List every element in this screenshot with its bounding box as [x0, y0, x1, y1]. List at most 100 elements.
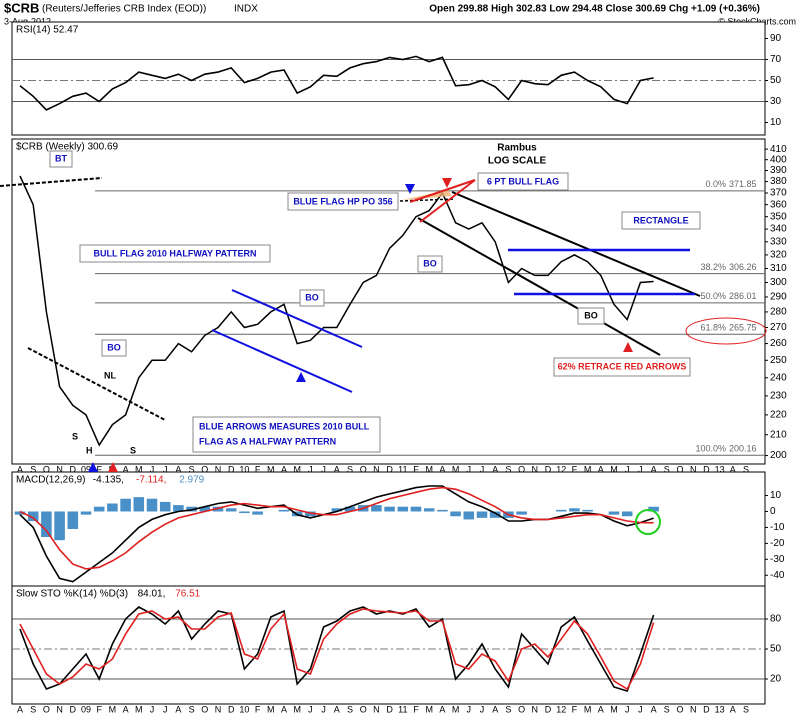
x-tick-label: J	[321, 464, 326, 474]
x-tick-label: S	[347, 464, 353, 474]
histogram-bar	[27, 511, 39, 522]
index-name: (Reuters/Jefferies CRB Index (EOD))	[42, 4, 206, 15]
x-tick-label: F	[255, 704, 261, 714]
x-tick-label: D	[228, 464, 235, 474]
histogram-bar	[14, 511, 26, 515]
y-tick-label: -10	[770, 522, 785, 533]
x-tick-label: A	[730, 704, 736, 714]
x-tick-label: M	[452, 704, 460, 714]
fib-value: 306.26	[729, 262, 757, 272]
x-tick-label: A	[439, 704, 445, 714]
channel-line	[417, 217, 661, 356]
y-tick-label: 220	[770, 410, 787, 421]
label-box	[299, 289, 325, 307]
annotation: FLAG AS A HALFWAY PATTERN	[199, 436, 336, 446]
trend-line	[0, 177, 103, 187]
x-tick-label: O	[201, 464, 208, 474]
x-tick-label: 10	[239, 704, 249, 714]
x-tick-label: A	[439, 464, 445, 474]
x-tick-label: 11	[398, 704, 407, 714]
y-tick-label: 350	[770, 211, 787, 222]
x-tick-label: J	[308, 704, 313, 714]
histogram-bar	[107, 503, 118, 512]
series-line	[19, 608, 655, 691]
y-tick-label: 330	[770, 236, 787, 247]
x-tick-label: 12	[556, 704, 566, 714]
x-tick-label: M	[584, 464, 592, 474]
histogram-bar	[278, 509, 290, 512]
x-tick-label: J	[163, 704, 168, 714]
x-tick-label: D	[70, 704, 77, 714]
x-tick-label: J	[625, 704, 630, 714]
legend-value: 76.51	[175, 589, 200, 600]
x-tick-label: M	[452, 464, 460, 474]
legend-value: 84.01,	[138, 589, 166, 600]
y-tick-label: 240	[770, 372, 787, 383]
annotations: Rambus LOG SCALE BT BO BO BO BO NL S H S…	[0, 143, 767, 535]
x-tick-label: N	[56, 464, 63, 474]
x-tick-label: A	[651, 464, 657, 474]
legend-value: 2.979	[179, 475, 204, 486]
histogram-bar	[199, 506, 211, 512]
y-tick-label: 270	[770, 322, 787, 333]
x-tick-label: N	[215, 464, 222, 474]
histogram-bar	[608, 511, 620, 515]
x-tick-label: 13	[715, 704, 725, 714]
y-tick-label: 380	[770, 176, 787, 187]
y-tick-label: 410	[770, 144, 787, 155]
y-tick-label: 320	[770, 250, 787, 261]
y-tick-label: -40	[770, 570, 785, 581]
x-tick-label: S	[743, 704, 749, 714]
y-tick-label: 20	[770, 674, 782, 685]
x-tick-label: D	[386, 464, 393, 474]
y-tick-label: 10	[770, 490, 782, 501]
x-tick-label: O	[201, 704, 208, 714]
panel	[11, 471, 766, 591]
x-tick-label: 11	[398, 464, 407, 474]
annotation: BO	[584, 310, 598, 320]
histogram-bar	[555, 509, 567, 512]
fib-label: 0.0%	[705, 179, 726, 189]
panel-title: $CRB (Weekly) 300.69	[16, 142, 119, 153]
x-tick-label: F	[255, 464, 261, 474]
arrow	[405, 184, 415, 194]
annotation: BO	[107, 342, 121, 352]
fib-label: 100.0%	[695, 444, 726, 454]
histogram-bar	[67, 511, 79, 530]
x-tick-label: J	[480, 704, 485, 714]
label-box	[49, 150, 73, 168]
annotation: BLUE ARROWS MEASURES 2010 BULL	[199, 421, 370, 431]
histogram-bar	[463, 511, 475, 520]
annotation: 62% RETRACE RED ARROWS	[558, 361, 687, 371]
x-tick-label: N	[373, 464, 380, 474]
fib-label: 38.2%	[700, 262, 726, 272]
histogram-bar	[159, 501, 171, 512]
label-box	[577, 307, 605, 325]
x-tick-label: M	[267, 464, 275, 474]
x-tick-label: J	[638, 464, 643, 474]
x-tick-label: S	[189, 704, 195, 714]
channel-line	[451, 191, 701, 297]
histogram-bar	[621, 511, 633, 517]
x-tick-label: J	[163, 464, 168, 474]
x-tick-label: M	[293, 704, 301, 714]
x-tick-label: A	[175, 464, 181, 474]
neckline	[27, 347, 166, 421]
histogram-bar	[476, 511, 488, 518]
x-tick-label: O	[518, 704, 525, 714]
histogram-bar	[450, 511, 461, 517]
histogram-bar	[648, 506, 659, 512]
x-tick-label: D	[545, 464, 552, 474]
histogram-bar	[239, 511, 250, 514]
x-tick-label: M	[425, 464, 433, 474]
histogram-bar	[516, 511, 527, 515]
x-tick-label: 09	[81, 464, 91, 474]
y-tick-label: 290	[770, 292, 787, 303]
x-tick-label: F	[413, 464, 419, 474]
x-tick-label: O	[43, 704, 50, 714]
annotation: BO	[423, 258, 437, 268]
histogram-bar	[331, 508, 343, 512]
x-tick-label: S	[743, 464, 749, 474]
arrow	[88, 462, 98, 472]
